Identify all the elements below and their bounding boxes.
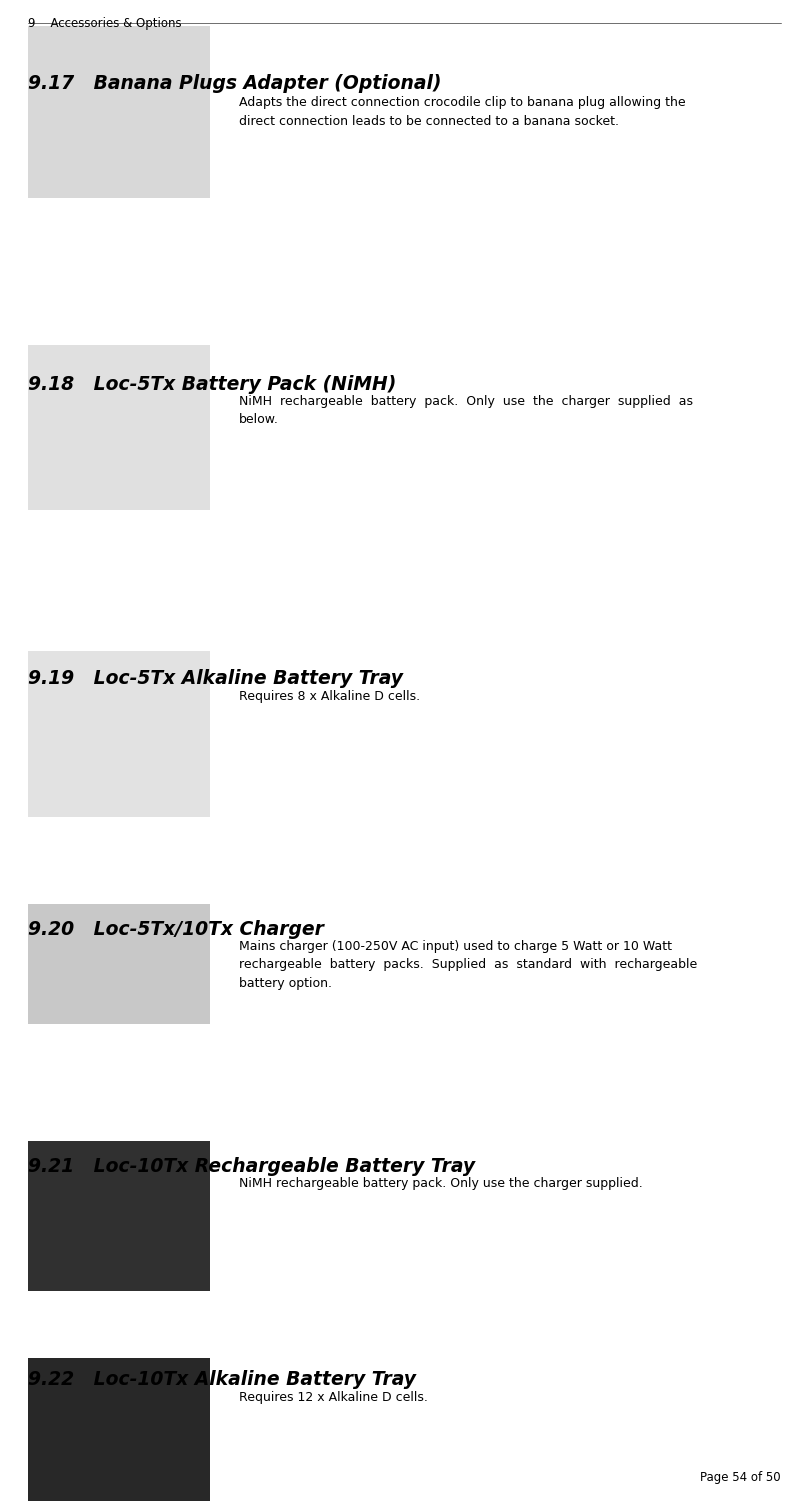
Text: 9.19   Loc-5Tx Alkaline Battery Tray: 9.19 Loc-5Tx Alkaline Battery Tray	[28, 669, 404, 689]
Text: 9.17   Banana Plugs Adapter (Optional): 9.17 Banana Plugs Adapter (Optional)	[28, 74, 442, 93]
Text: 9.22   Loc-10Tx Alkaline Battery Tray: 9.22 Loc-10Tx Alkaline Battery Tray	[28, 1370, 417, 1390]
Bar	[28, 1141, 210, 1291]
Text: Mains charger (100-250V AC input) used to charge 5 Watt or 10 Watt
rechargeable : Mains charger (100-250V AC input) used t…	[239, 940, 697, 989]
Text: 9.18   Loc-5Tx Battery Pack (NiMH): 9.18 Loc-5Tx Battery Pack (NiMH)	[28, 375, 396, 395]
Bar	[28, 345, 210, 510]
Text: NiMH  rechargeable  battery  pack.  Only  use  the  charger  supplied  as
below.: NiMH rechargeable battery pack. Only use…	[239, 395, 693, 426]
Text: 9.20   Loc-5Tx/10Tx Charger: 9.20 Loc-5Tx/10Tx Charger	[28, 920, 324, 940]
Text: Requires 8 x Alkaline D cells.: Requires 8 x Alkaline D cells.	[239, 690, 420, 704]
Bar	[28, 1358, 210, 1501]
Text: NiMH rechargeable battery pack. Only use the charger supplied.: NiMH rechargeable battery pack. Only use…	[239, 1177, 642, 1190]
Text: 9.21   Loc-10Tx Rechargeable Battery Tray: 9.21 Loc-10Tx Rechargeable Battery Tray	[28, 1157, 476, 1177]
Text: Adapts the direct connection crocodile clip to banana plug allowing the
direct c: Adapts the direct connection crocodile c…	[239, 96, 685, 128]
Bar	[28, 651, 210, 817]
Text: Page 54 of 50: Page 54 of 50	[700, 1471, 781, 1483]
Text: Requires 12 x Alkaline D cells.: Requires 12 x Alkaline D cells.	[239, 1391, 427, 1405]
Bar	[28, 904, 210, 1024]
Text: 9    Accessories & Options: 9 Accessories & Options	[28, 17, 182, 30]
Bar	[28, 26, 210, 198]
